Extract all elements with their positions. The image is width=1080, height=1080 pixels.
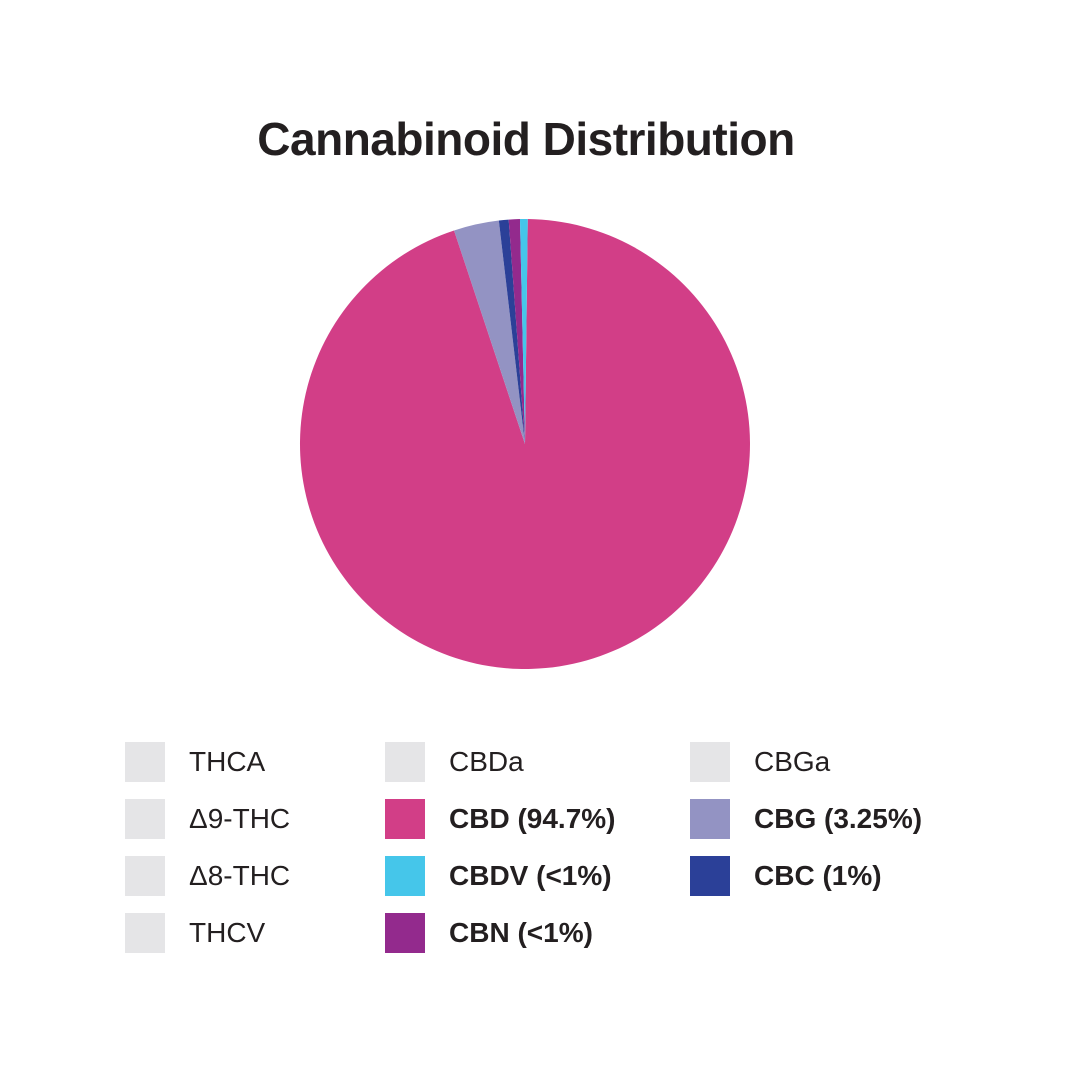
legend-swatch bbox=[385, 742, 425, 782]
pie-slice-cbdv bbox=[519, 219, 528, 444]
legend-swatch bbox=[690, 856, 730, 896]
legend-label: CBG (3.25%) bbox=[754, 803, 923, 834]
legend-swatch bbox=[385, 913, 425, 953]
pie-slice-cbc bbox=[498, 219, 525, 444]
legend-item: THCA bbox=[125, 742, 265, 782]
legend-swatch bbox=[690, 742, 730, 782]
legend-label: Δ9-THC bbox=[189, 803, 291, 834]
legend-swatch bbox=[125, 799, 165, 839]
legend-item: Δ8-THC bbox=[125, 856, 290, 896]
pie-slice-cbn bbox=[508, 219, 525, 444]
legend-label: Δ8-THC bbox=[189, 860, 291, 891]
legend-swatch bbox=[125, 742, 165, 782]
legend-label: CBD (94.7%) bbox=[449, 803, 616, 834]
legend-item: THCV bbox=[125, 913, 265, 953]
pie-slice-cbd bbox=[299, 219, 750, 670]
legend-item: CBGa bbox=[690, 742, 830, 782]
legend-label: THCV bbox=[189, 917, 266, 948]
legend-item: CBG (3.25%) bbox=[690, 799, 922, 839]
legend-label: THCA bbox=[189, 746, 266, 777]
legend-label: CBN (<1%) bbox=[449, 917, 593, 948]
legend-swatch bbox=[690, 799, 730, 839]
chart-title: Cannabinoid Distribution bbox=[257, 113, 795, 165]
legend-label: CBDV (<1%) bbox=[449, 860, 612, 891]
legend-item: CBD (94.7%) bbox=[385, 799, 615, 839]
legend-swatch bbox=[385, 856, 425, 896]
legend-label: CBGa bbox=[754, 746, 831, 777]
legend-item: CBC (1%) bbox=[690, 856, 882, 896]
legend-label: CBC (1%) bbox=[754, 860, 882, 891]
legend-item: CBN (<1%) bbox=[385, 913, 593, 953]
legend-item: CBDa bbox=[385, 742, 524, 782]
legend-item: CBDV (<1%) bbox=[385, 856, 612, 896]
legend-label: CBDa bbox=[449, 746, 524, 777]
legend-swatch bbox=[125, 913, 165, 953]
pie-chart bbox=[299, 219, 750, 670]
pie-slice-cbg bbox=[454, 220, 525, 444]
legend-swatch bbox=[125, 856, 165, 896]
legend-swatch bbox=[385, 799, 425, 839]
legend-item: Δ9-THC bbox=[125, 799, 290, 839]
